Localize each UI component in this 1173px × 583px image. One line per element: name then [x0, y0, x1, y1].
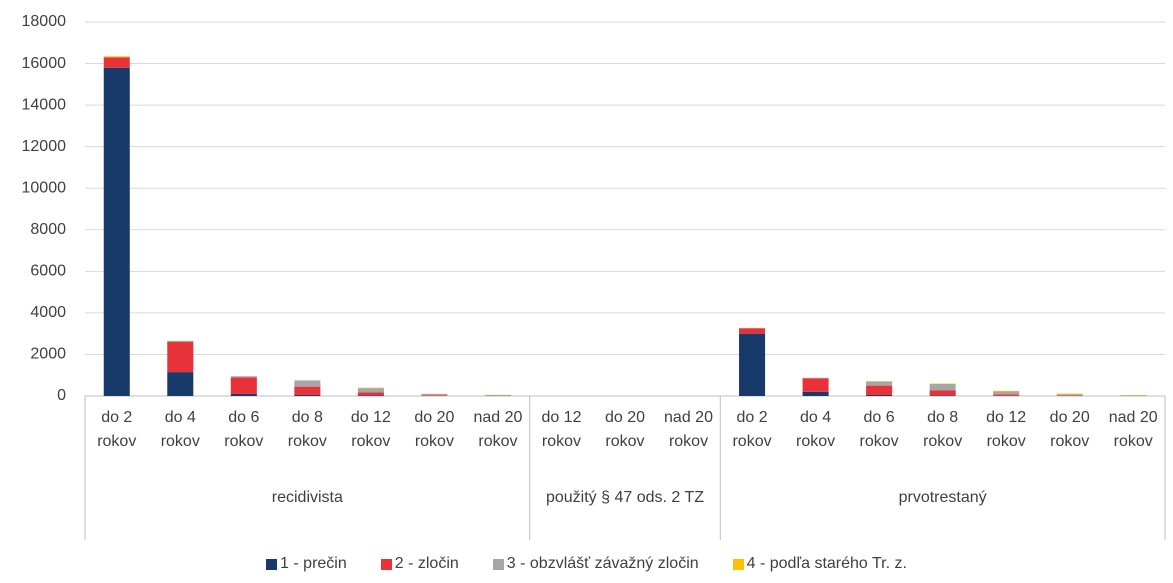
legend-label: 2 - zločin — [394, 555, 459, 572]
bar-segment — [421, 395, 448, 396]
y-tick-label: 2000 — [30, 346, 66, 363]
x-tick-label: do 20 rokov — [1049, 409, 1090, 450]
bar-segment — [294, 380, 321, 387]
bar-segment — [866, 394, 893, 396]
y-tick-label: 14000 — [22, 96, 67, 113]
y-tick-label: 8000 — [30, 221, 66, 238]
group-label: recidivista — [271, 489, 343, 506]
legend-label: 1 - prečin — [280, 555, 347, 572]
bar-segment — [1056, 394, 1083, 396]
bar-segment — [866, 381, 893, 386]
bar-segment — [484, 395, 511, 396]
x-tick-label: do 12 rokov — [986, 409, 1027, 450]
y-tick-label: 18000 — [22, 13, 67, 30]
bar-segment — [167, 372, 194, 396]
legend: 1 - prečin 2 - zločin 3 - obzvlášť závažný… — [0, 555, 1173, 573]
x-tick-label: do 2 rokov — [732, 409, 772, 450]
bar-segment — [103, 56, 130, 58]
legend-item: 4 - podľa starého Tr. z. — [732, 555, 907, 573]
bar-segment — [230, 377, 257, 394]
x-tick-label: do 2 rokov — [97, 409, 137, 450]
legend-label: 4 - podľa starého Tr. z. — [746, 555, 907, 572]
legend-swatch — [266, 558, 278, 570]
group-label: prvotrestaný — [898, 489, 987, 506]
bar-segment — [866, 385, 893, 395]
bar-segment — [929, 383, 956, 391]
x-tick-label: do 6 rokov — [224, 409, 264, 450]
y-tick-label: 0 — [57, 387, 66, 404]
bar-segment — [739, 333, 766, 396]
y-tick-label: 6000 — [30, 263, 66, 280]
y-tick-label: 4000 — [30, 304, 66, 321]
legend-item: 1 - prečin — [266, 555, 347, 573]
bar-segment — [167, 340, 194, 342]
bar-segment — [802, 391, 829, 396]
x-tick-label: do 8 rokov — [923, 409, 963, 450]
bar-segment — [929, 390, 956, 396]
legend-item: 2 - zločin — [380, 555, 459, 573]
bar-segment — [294, 394, 321, 396]
x-tick-label: do 6 rokov — [859, 409, 899, 450]
x-tick-label: do 20 rokov — [414, 409, 455, 450]
x-tick-label: do 20 rokov — [604, 409, 646, 450]
x-tick-label: do 12 rokov — [541, 409, 582, 450]
legend-swatch — [492, 558, 504, 570]
legend-item: 3 - obzvlášť závažný zločin — [492, 555, 699, 573]
bar-segment — [802, 378, 829, 392]
x-tick-label: nad 20 rokov — [664, 409, 713, 450]
bar-segment — [993, 391, 1020, 395]
bar-segment — [993, 390, 1020, 392]
bar-segment — [993, 394, 1020, 396]
bar-segment — [103, 57, 130, 68]
group-label: použitý § 47 ods. 2 TZ — [545, 489, 704, 506]
y-tick-label: 10000 — [22, 179, 67, 196]
x-tick-label: do 8 rokov — [287, 409, 327, 450]
legend-label: 3 - obzvlášť závažný zločin — [506, 555, 699, 572]
bar-segment — [802, 377, 829, 379]
bar-segment — [103, 67, 130, 396]
bar-segment — [421, 393, 448, 396]
legend-swatch — [380, 558, 392, 570]
bar-segment — [357, 395, 384, 396]
x-tick-label: do 12 rokov — [350, 409, 391, 450]
bar-segment — [1056, 393, 1083, 395]
bar-segment — [230, 393, 257, 396]
x-tick-label: do 4 rokov — [796, 409, 836, 450]
bar-segment — [929, 395, 956, 396]
bar-segment — [230, 376, 257, 378]
y-tick-label: 16000 — [22, 55, 67, 72]
x-tick-label: nad 20 rokov — [1108, 409, 1158, 450]
y-tick-label: 12000 — [22, 138, 67, 155]
x-tick-label: do 4 rokov — [160, 409, 200, 450]
bar-segment — [357, 388, 384, 393]
bar-segment — [167, 341, 194, 373]
legend-swatch — [732, 558, 744, 570]
x-tick-label: nad 20 rokov — [473, 409, 523, 450]
bar-segment — [294, 386, 321, 395]
bar-segment — [357, 392, 384, 396]
bar-segment — [739, 328, 766, 334]
